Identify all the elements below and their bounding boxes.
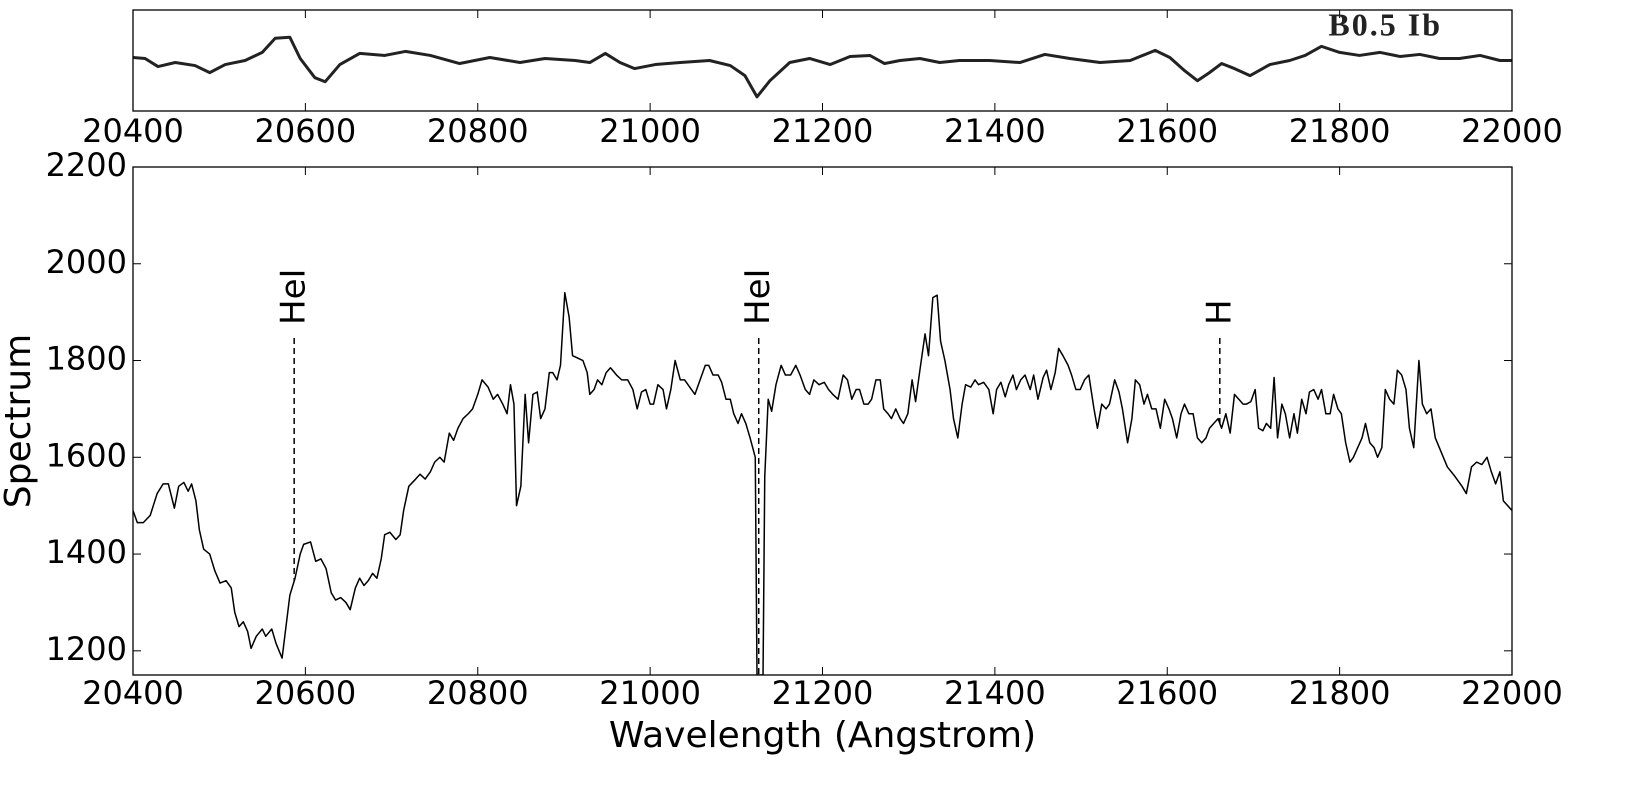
y-tick-label: 1200 [46,630,127,668]
x-tick-label: 21200 [772,112,874,150]
x-tick-label: 21200 [772,674,874,712]
y-tick-label: 1400 [46,533,127,571]
x-tick-label: 21600 [1116,112,1218,150]
x-tick-label: 20600 [254,674,356,712]
x-tick-label: 21400 [944,674,1046,712]
x-tick-label: 21800 [1289,674,1391,712]
x-tick-label: 20400 [82,112,184,150]
x-tick-label: 20400 [82,674,184,712]
plot-area [133,292,1512,675]
x-tick-label: 22000 [1461,674,1563,712]
x-tick-label: 21400 [944,112,1046,150]
y-axis-label: Spectrum [0,334,39,508]
axes-frame [132,9,1513,112]
annotation-label: HeI [738,268,778,325]
x-axis-label: Wavelength (Angstrom) [609,715,1036,756]
y-tick-label: 2200 [46,146,127,184]
x-tick-label: 22000 [1461,112,1563,150]
x-tick-label: 21000 [599,112,701,150]
x-tick-label: 21000 [599,674,701,712]
annotation-label: H [1199,299,1239,325]
annotation-label: HeI [274,268,314,325]
x-tick-label: 21600 [1116,674,1218,712]
y-tick-label: 2000 [46,243,127,281]
y-tick-label: 1600 [46,436,127,474]
x-tick-label: 21800 [1289,112,1391,150]
spectrum-line [133,35,1512,99]
x-tick-label: 20800 [427,112,529,150]
x-tick-label: 20600 [254,112,356,150]
panel-label: B0.5 Ib [1328,6,1442,42]
spectrum-line [133,292,1512,675]
y-tick-label: 1800 [46,340,127,378]
x-tick-label: 20800 [427,674,529,712]
plot-area [133,35,1512,99]
